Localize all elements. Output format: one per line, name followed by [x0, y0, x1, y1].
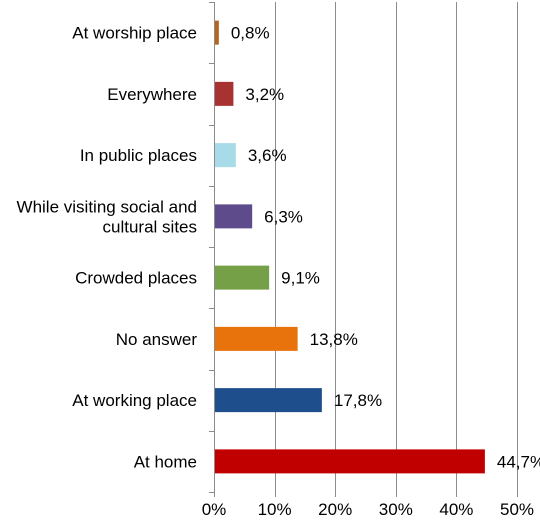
data-label: 3,2%: [245, 85, 284, 104]
x-tick-label: 0%: [202, 500, 227, 519]
category-label: Everywhere: [107, 85, 197, 104]
bars: [215, 20, 485, 474]
bar: [215, 265, 270, 290]
bar: [215, 326, 298, 351]
data-label: 44,7%: [497, 452, 540, 471]
x-tick-label: 50%: [500, 500, 534, 519]
bar: [215, 143, 236, 168]
category-label: In public places: [80, 146, 197, 165]
category-labels: At worship place Everywhere In public plac…: [17, 24, 198, 472]
bar: [215, 449, 485, 474]
x-tick-label: 40%: [439, 500, 473, 519]
category-label: No answer: [116, 330, 198, 349]
data-label: 0,8%: [231, 24, 270, 43]
bar: [215, 20, 219, 45]
x-tick-label: 30%: [379, 500, 413, 519]
data-label: 3,6%: [248, 146, 287, 165]
category-label: At home: [134, 452, 197, 471]
data-label: 6,3%: [264, 207, 303, 226]
x-tick-label: 20%: [318, 500, 352, 519]
x-axis-tick-labels: 0% 10% 20% 30% 40% 50%: [202, 500, 534, 519]
data-label: 17,8%: [334, 391, 382, 410]
data-label: 13,8%: [310, 330, 358, 349]
category-label: At worship place: [72, 24, 197, 43]
category-label: Crowded places: [75, 269, 197, 288]
data-label: 9,1%: [281, 269, 320, 288]
bar: [215, 388, 322, 413]
x-tick-label: 10%: [258, 500, 292, 519]
bar: [215, 81, 234, 106]
gridlines: [209, 2, 518, 497]
category-label: At working place: [72, 391, 197, 410]
category-label: While visiting social and cultural sites: [17, 197, 197, 236]
data-labels: 0,8% 3,2% 3,6% 6,3% 9,1% 13,8% 17,8% 44,7%: [231, 24, 540, 472]
bar: [215, 204, 253, 229]
